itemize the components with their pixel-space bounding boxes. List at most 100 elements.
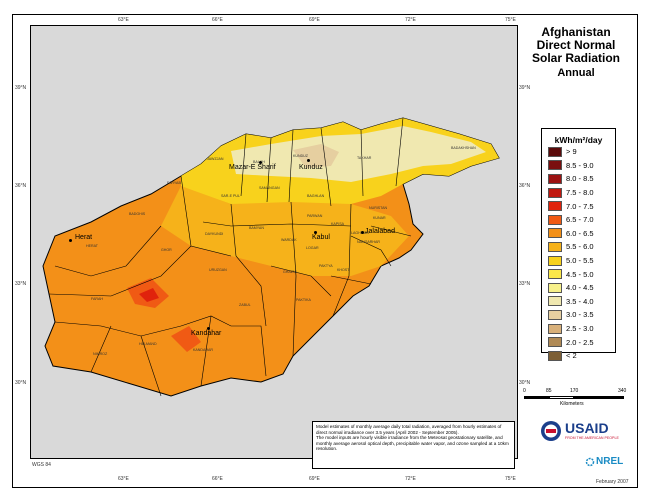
legend-swatch bbox=[548, 187, 562, 198]
scale-bar: 0 85 170 340 Kilometers bbox=[523, 388, 628, 410]
province-ghazni: GHAZNI bbox=[283, 270, 297, 274]
datum-label: WGS 84 bbox=[32, 462, 51, 468]
province-paktya: PAKTYA bbox=[319, 264, 333, 268]
province-kunduz: KUNDUZ bbox=[293, 154, 308, 158]
legend-swatch bbox=[548, 201, 562, 212]
province-daykundi: DAYKUNDI bbox=[205, 232, 224, 236]
legend-swatch bbox=[548, 309, 562, 320]
tick-bottom-66: 66°E bbox=[212, 476, 223, 482]
legend-label: 3.0 - 3.5 bbox=[566, 310, 594, 320]
map-area: BADAKHSHAN TAKHAR KUNDUZ BALKH JAWZJAN F… bbox=[30, 25, 518, 459]
city-marker-kabul bbox=[314, 231, 317, 234]
title-line-3: Solar Radiation bbox=[531, 51, 620, 65]
title-period: Annual bbox=[557, 67, 595, 79]
city-marker-kandahar bbox=[207, 327, 210, 330]
legend-label: 7.0 - 7.5 bbox=[566, 201, 594, 211]
city-marker-herat bbox=[69, 239, 72, 242]
province-jawzjan: JAWZJAN bbox=[207, 157, 224, 161]
city-marker-mazar bbox=[259, 161, 262, 164]
map-title: Afghanistan Direct Normal Solar Radiatio… bbox=[520, 25, 632, 80]
province-farah: FARAH bbox=[91, 297, 103, 301]
province-badakhshan: BADAKHSHAN bbox=[451, 146, 476, 150]
scale-tick-0: 0 bbox=[523, 388, 526, 394]
legend-rows: > 9 8.5 - 9.0 8.0 - 8.5 7.5 - 8.0 7.0 - 7.5 6… bbox=[542, 145, 615, 363]
legend-label: 4.0 - 4.5 bbox=[566, 283, 594, 293]
province-helmand: HELMAND bbox=[139, 342, 157, 346]
province-bamyan: BAMYAN bbox=[249, 226, 264, 230]
province-baghlan: BAGHLAN bbox=[307, 194, 325, 198]
legend: kWh/m²/day > 9 8.5 - 9.0 8.0 - 8.5 7.5 - 8.… bbox=[541, 128, 616, 361]
scale-segment-3 bbox=[574, 396, 624, 399]
legend-item: 6.5 - 7.0 bbox=[548, 213, 615, 227]
legend-label: 6.0 - 6.5 bbox=[566, 228, 594, 238]
province-samangan: SAMANGAN bbox=[259, 186, 280, 190]
legend-item: 6.0 - 6.5 bbox=[548, 227, 615, 241]
zone-hot-3 bbox=[139, 288, 159, 302]
tick-top-66: 66°E bbox=[212, 17, 223, 23]
scale-tick-340: 340 bbox=[618, 388, 627, 394]
legend-swatch bbox=[548, 323, 562, 334]
title-line-2: Direct Normal bbox=[536, 38, 616, 52]
tick-right-39: 39°N bbox=[519, 85, 531, 91]
usaid-tagline: FROM THE AMERICAN PEOPLE bbox=[565, 436, 619, 440]
legend-label: < 2 bbox=[566, 351, 577, 361]
tick-top-72: 72°E bbox=[405, 17, 416, 23]
legend-label: 6.5 - 7.0 bbox=[566, 215, 594, 225]
legend-label: 5.0 - 5.5 bbox=[566, 256, 594, 266]
scale-tick-170: 170 bbox=[570, 388, 579, 394]
legend-label: 8.5 - 9.0 bbox=[566, 160, 594, 170]
province-zabul: ZABUL bbox=[239, 303, 251, 307]
city-label-herat: Herat bbox=[75, 234, 93, 241]
city-marker-jalalabad bbox=[361, 231, 364, 234]
nrel-logo: NREL bbox=[585, 455, 630, 473]
city-label-mazar: Mazar-E Sharif bbox=[229, 164, 276, 171]
legend-label: 7.5 - 8.0 bbox=[566, 188, 594, 198]
tick-left-33: 33°N bbox=[15, 281, 27, 287]
province-paktika: PAKTIKA bbox=[296, 298, 311, 302]
legend-item: 4.0 - 4.5 bbox=[548, 281, 615, 295]
province-kapisa: KAPISA bbox=[331, 222, 344, 226]
date-label: February 2007 bbox=[596, 479, 629, 485]
tick-left-36: 36°N bbox=[15, 183, 27, 189]
usaid-seal-icon bbox=[541, 421, 561, 441]
scale-segment-2 bbox=[549, 396, 574, 399]
legend-swatch bbox=[548, 228, 562, 239]
legend-swatch bbox=[548, 255, 562, 266]
province-kandahar: KANDAHAR bbox=[193, 348, 213, 352]
province-wardak: WARDAK bbox=[281, 238, 297, 242]
legend-swatch bbox=[548, 350, 562, 361]
province-boundaries bbox=[48, 117, 412, 397]
zone-hot-2 bbox=[171, 326, 201, 352]
legend-item: < 2 bbox=[548, 349, 615, 363]
legend-swatch bbox=[548, 282, 562, 293]
tick-top-63: 63°E bbox=[118, 17, 129, 23]
title-line-1: Afghanistan bbox=[541, 25, 611, 39]
tick-bottom-69: 69°E bbox=[309, 476, 320, 482]
legend-item: 5.5 - 6.0 bbox=[548, 240, 615, 254]
legend-item: 5.0 - 5.5 bbox=[548, 254, 615, 268]
tick-right-30: 30°N bbox=[519, 380, 531, 386]
city-label-kandahar: Kandahar bbox=[191, 330, 222, 337]
usaid-logo: USAID FROM THE AMERICAN PEOPLE bbox=[540, 418, 630, 444]
city-marker-kunduz bbox=[307, 159, 310, 162]
legend-label: 4.5 - 5.0 bbox=[566, 269, 594, 279]
province-herat: HERAT bbox=[86, 244, 98, 248]
legend-swatch bbox=[548, 296, 562, 307]
tick-top-75: 75°E bbox=[505, 17, 516, 23]
tick-bottom-72: 72°E bbox=[405, 476, 416, 482]
zone-pale bbox=[231, 126, 486, 182]
legend-swatch bbox=[548, 173, 562, 184]
province-balkh: BALKH bbox=[253, 160, 265, 164]
legend-swatch bbox=[548, 241, 562, 252]
note-paragraph-1: Model estimates of monthly average daily… bbox=[316, 424, 502, 435]
nrel-wordmark: NREL bbox=[596, 456, 624, 467]
province-ghor: GHOR bbox=[161, 248, 172, 252]
legend-item: 3.5 - 4.0 bbox=[548, 295, 615, 309]
usaid-wordmark: USAID bbox=[565, 420, 609, 436]
tick-top-69: 69°E bbox=[309, 17, 320, 23]
province-badghis: BADGHIS bbox=[129, 212, 146, 216]
legend-label: 8.0 - 8.5 bbox=[566, 174, 594, 184]
province-khost: KHOST bbox=[337, 268, 350, 272]
legend-item: 8.0 - 8.5 bbox=[548, 172, 615, 186]
afghanistan-map bbox=[42, 117, 500, 397]
